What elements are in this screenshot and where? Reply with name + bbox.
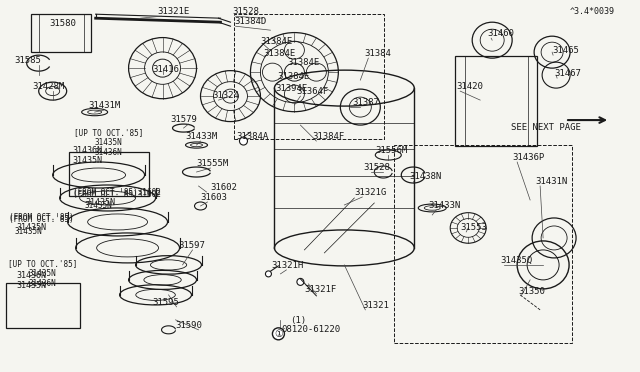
Text: 31384E: 31384E xyxy=(264,49,296,58)
Text: 31321G: 31321G xyxy=(355,188,387,197)
Text: 31465: 31465 xyxy=(552,46,579,55)
Bar xyxy=(455,56,537,146)
Text: 31384A: 31384A xyxy=(236,132,269,141)
Text: 31435N: 31435N xyxy=(29,269,56,278)
Text: 08120-61220: 08120-61220 xyxy=(282,325,340,334)
Bar xyxy=(394,145,572,343)
Text: 31364F: 31364F xyxy=(296,87,329,96)
Bar xyxy=(6,283,79,328)
Text: (FROM OCT.'85): (FROM OCT.'85) xyxy=(9,213,74,222)
Text: 31585: 31585 xyxy=(15,56,42,65)
Text: 31436N: 31436N xyxy=(17,271,47,280)
Text: 31324: 31324 xyxy=(212,91,239,100)
Bar xyxy=(68,152,148,196)
Bar xyxy=(31,14,91,52)
Text: SEE NEXT PAGE: SEE NEXT PAGE xyxy=(511,123,581,132)
Circle shape xyxy=(297,278,304,285)
Text: 31528: 31528 xyxy=(364,163,390,172)
Text: 31435N: 31435N xyxy=(86,198,116,207)
Text: 31416: 31416 xyxy=(152,65,179,74)
Text: 31384E: 31384E xyxy=(277,72,310,81)
Text: 31433N: 31433N xyxy=(428,201,461,210)
Text: 31384E: 31384E xyxy=(287,58,319,67)
Text: 31435N: 31435N xyxy=(15,227,42,236)
Text: 31597: 31597 xyxy=(179,241,205,250)
Circle shape xyxy=(239,137,248,145)
Text: 31435N: 31435N xyxy=(95,138,122,147)
Text: 31433M: 31433M xyxy=(186,132,218,141)
Text: (1): (1) xyxy=(291,316,307,325)
Text: 31435Q: 31435Q xyxy=(500,256,532,265)
Text: 31384F: 31384F xyxy=(312,132,344,141)
Text: 31321E: 31321E xyxy=(157,7,190,16)
Text: 31435N: 31435N xyxy=(84,201,113,210)
Text: ^3.4*0039: ^3.4*0039 xyxy=(570,7,615,16)
Text: 31436N: 31436N xyxy=(29,279,56,288)
Bar xyxy=(234,14,384,139)
Text: 31602: 31602 xyxy=(211,183,237,192)
Text: 31580: 31580 xyxy=(50,19,77,28)
Text: 31435N: 31435N xyxy=(17,223,47,232)
Text: 31556M: 31556M xyxy=(375,146,408,155)
Circle shape xyxy=(273,328,284,340)
Text: 31384E: 31384E xyxy=(260,37,292,46)
Text: 31438N: 31438N xyxy=(409,172,442,181)
Text: 31387: 31387 xyxy=(353,98,380,107)
Text: 31579: 31579 xyxy=(170,115,197,124)
Text: 31420: 31420 xyxy=(456,82,483,91)
Text: 31350: 31350 xyxy=(518,287,545,296)
Text: 31321F: 31321F xyxy=(305,285,337,294)
Text: 31460: 31460 xyxy=(487,29,514,38)
Text: 31321: 31321 xyxy=(362,301,389,310)
Text: ①: ① xyxy=(274,329,283,339)
Text: 31431N: 31431N xyxy=(535,177,568,186)
Text: (FROM OCT.'85): (FROM OCT.'85) xyxy=(9,215,74,224)
Text: 31435N: 31435N xyxy=(17,281,47,290)
Text: 31321H: 31321H xyxy=(271,261,304,270)
Text: 31590: 31590 xyxy=(175,321,202,330)
Text: 31467: 31467 xyxy=(554,69,581,78)
Text: 31603: 31603 xyxy=(200,193,227,202)
Text: [UP TO OCT.'85]: [UP TO OCT.'85] xyxy=(74,128,143,137)
Text: 31436P: 31436P xyxy=(512,153,545,162)
Text: 31428M: 31428M xyxy=(33,82,65,91)
Text: 31384: 31384 xyxy=(364,49,391,58)
Text: (FROM OCT.'85)31602: (FROM OCT.'85)31602 xyxy=(73,188,161,197)
Text: 31555M: 31555M xyxy=(196,159,228,168)
Text: 31553: 31553 xyxy=(460,223,487,232)
Text: 31394E: 31394E xyxy=(275,84,308,93)
Text: 31436N: 31436N xyxy=(73,146,102,155)
Text: 31595: 31595 xyxy=(152,298,179,307)
Text: 31436N: 31436N xyxy=(95,148,122,157)
Text: 31435N: 31435N xyxy=(73,156,102,165)
Text: 31431M: 31431M xyxy=(89,101,121,110)
Text: [UP TO OCT.'85]: [UP TO OCT.'85] xyxy=(8,259,77,268)
Text: (FROM OCT.'85)31602: (FROM OCT.'85)31602 xyxy=(73,190,161,199)
Circle shape xyxy=(266,271,271,277)
Text: 31528: 31528 xyxy=(232,7,259,16)
Text: 31384D: 31384D xyxy=(234,17,267,26)
